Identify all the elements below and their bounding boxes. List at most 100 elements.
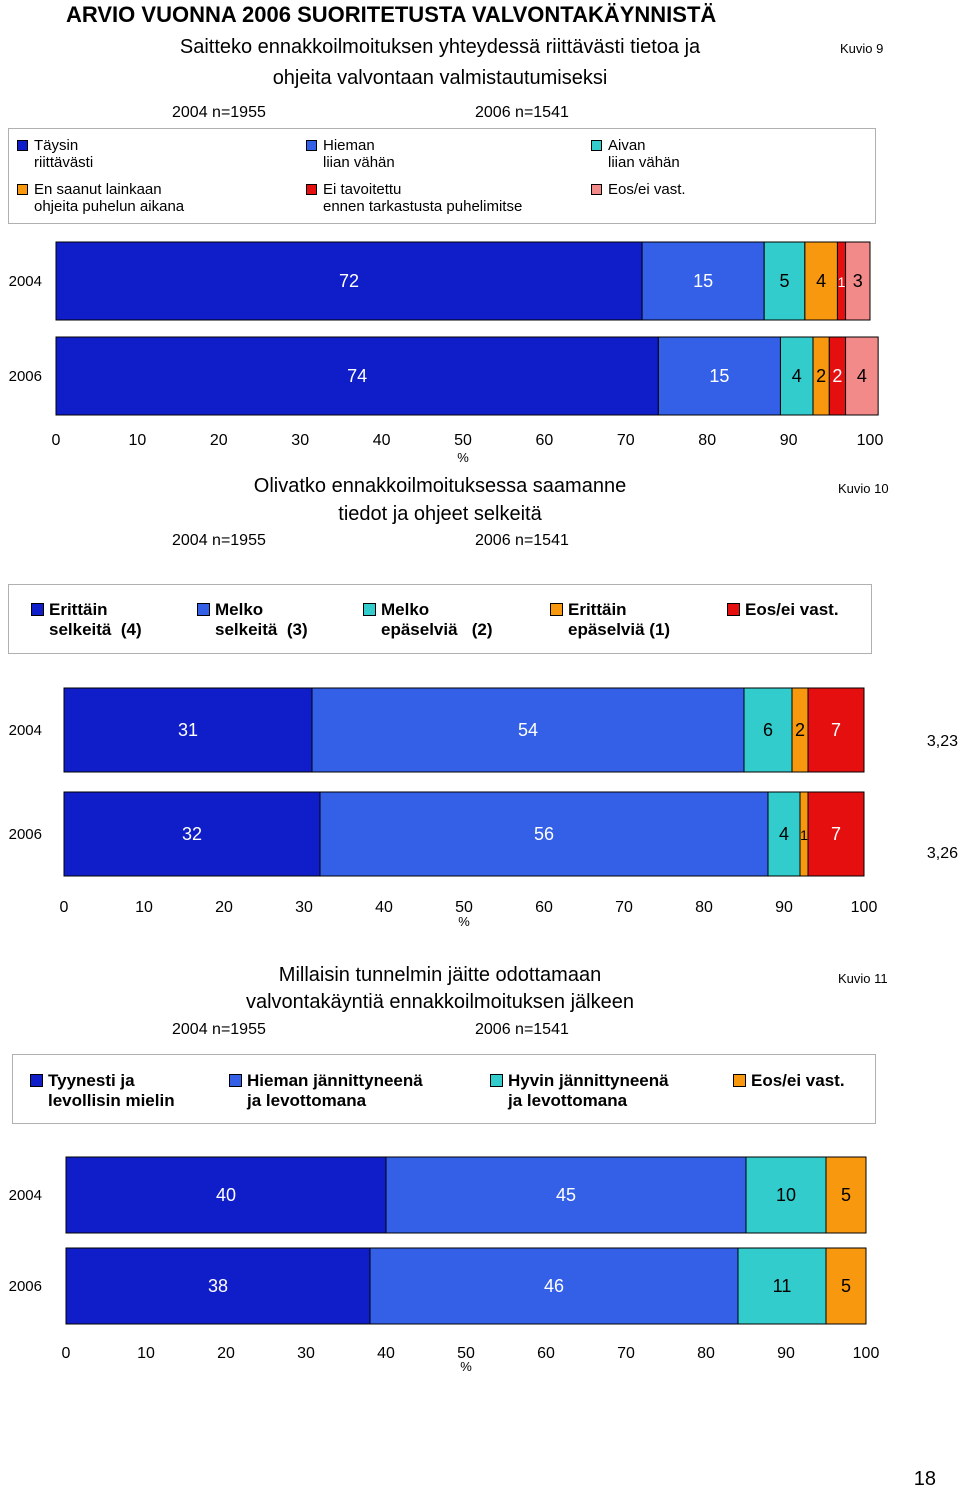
chart2-figure-number: Kuvio 10 [838, 481, 889, 496]
bar-segment [825, 1247, 867, 1325]
x-tick-label: 20 [215, 899, 233, 916]
bar-segment [385, 1156, 747, 1234]
data-label: 4 [816, 271, 826, 291]
x-tick-label: 20 [217, 1345, 235, 1362]
bar-segment [845, 241, 871, 321]
data-label: 10 [776, 1185, 796, 1205]
legend-swatch [229, 1074, 242, 1087]
page-number: 18 [913, 1468, 936, 1490]
x-tick-label: 40 [377, 1345, 395, 1362]
chart3-title-line-2: valvontakäyntiä ennakkoilmoituksen jälke… [245, 991, 634, 1013]
x-tick-label: 60 [536, 432, 554, 449]
data-label: 56 [534, 824, 554, 844]
data-label: 40 [216, 1185, 236, 1205]
x-tick-label: 0 [52, 432, 61, 449]
x-tick-label: 100 [857, 432, 884, 449]
data-label: 4 [792, 366, 802, 386]
data-label: 15 [693, 271, 713, 291]
x-tick-label: 10 [135, 899, 153, 916]
legend-swatch [733, 1074, 746, 1087]
legend-label: Tyynesti ja levollisin mielin [48, 1071, 175, 1110]
x-axis-label: % [460, 1359, 472, 1374]
x-tick-label: 90 [777, 1345, 795, 1362]
x-tick-label: 90 [775, 899, 793, 916]
bar-segment [807, 687, 865, 773]
legend-swatch [727, 603, 740, 616]
legend-label: Eos/ei vast. [608, 181, 686, 198]
legend-label: Aivan liian vähän [608, 137, 680, 171]
data-label: 74 [347, 366, 367, 386]
x-tick-label: 70 [617, 432, 635, 449]
legend-swatch [490, 1074, 503, 1087]
legend-swatch [591, 184, 602, 195]
data-label: 5 [780, 271, 790, 291]
x-axis-label: % [457, 450, 469, 465]
bar-segment [825, 1156, 867, 1234]
legend-swatch [30, 1074, 43, 1087]
bar-segment [55, 241, 643, 321]
x-tick-label: 80 [695, 899, 713, 916]
bar-segment [804, 241, 838, 321]
x-tick-label: 50 [457, 1345, 475, 1362]
chart2-sample-2006: 2006 n=1541 [475, 532, 569, 549]
chart1-sample-2004: 2004 n=1955 [172, 104, 266, 121]
bar-segment [319, 791, 769, 877]
legend-swatch [363, 603, 376, 616]
legend-swatch [306, 140, 317, 151]
legend-label: Ei tavoitettu ennen tarkastusta puhelimi… [323, 181, 523, 215]
data-label: 31 [178, 720, 198, 740]
bar-segment [845, 336, 879, 416]
x-tick-label: 30 [295, 899, 313, 916]
bar-segment [779, 336, 814, 416]
category-label: 2004 [9, 722, 42, 739]
chart2-sample-2004: 2004 n=1955 [172, 532, 266, 549]
legend-label: Hieman jännittyneenä ja levottomana [247, 1071, 423, 1110]
chart3-sample-2006: 2006 n=1541 [475, 1021, 569, 1038]
x-tick-label: 0 [60, 899, 69, 916]
legend-label: Täysin riittävästi [34, 137, 94, 171]
legend-label: Hieman liian vähän [323, 137, 395, 171]
data-label: 32 [182, 824, 202, 844]
data-label: 45 [556, 1185, 576, 1205]
data-label: 4 [779, 824, 789, 844]
x-tick-label: 40 [375, 899, 393, 916]
average-label: 3,26 [927, 845, 958, 862]
legend-label: Erittäin epäselviä (1) [568, 600, 671, 639]
legend-label: Eos/ei vast. [751, 1071, 845, 1090]
data-label: 3 [853, 271, 863, 291]
legend-label: Hyvin jännittyneenä ja levottomana [508, 1071, 669, 1110]
x-tick-label: 10 [137, 1345, 155, 1362]
bar-segment [63, 687, 313, 773]
x-tick-label: 30 [297, 1345, 315, 1362]
data-label: 1 [838, 274, 846, 290]
x-tick-label: 10 [129, 432, 147, 449]
chart1-sample-2006: 2006 n=1541 [475, 104, 569, 121]
x-tick-label: 20 [210, 432, 228, 449]
chart1-legend: Täysin riittävästi Hieman liian vähän Ai… [8, 128, 876, 224]
bar-segment [641, 241, 765, 321]
bar-segment [63, 791, 321, 877]
category-label: 2006 [9, 368, 42, 385]
legend-swatch [17, 140, 28, 151]
x-tick-label: 100 [851, 899, 878, 916]
chart3-figure-number: Kuvio 11 [838, 971, 888, 986]
data-label: 7 [831, 720, 841, 740]
data-label: 7 [831, 824, 841, 844]
x-tick-label: 80 [697, 1345, 715, 1362]
bar-segment [55, 336, 659, 416]
x-tick-label: 90 [780, 432, 798, 449]
data-label: 54 [518, 720, 538, 740]
category-label: 2006 [9, 826, 42, 843]
data-label: 4 [857, 366, 867, 386]
legend-swatch [17, 184, 28, 195]
legend-label: Eos/ei vast. [745, 600, 839, 619]
chart2-legend: Erittäin selkeitä (4) Melko selkeitä (3)… [8, 584, 872, 654]
chart1-figure-number: Kuvio 9 [840, 41, 884, 56]
chart1-title-line-1: Saitteko ennakkoilmoituksen yhteydessä r… [179, 36, 701, 58]
category-label: 2004 [9, 273, 42, 290]
x-tick-label: 60 [537, 1345, 555, 1362]
legend-swatch [31, 603, 44, 616]
bar-segment [745, 1156, 827, 1234]
